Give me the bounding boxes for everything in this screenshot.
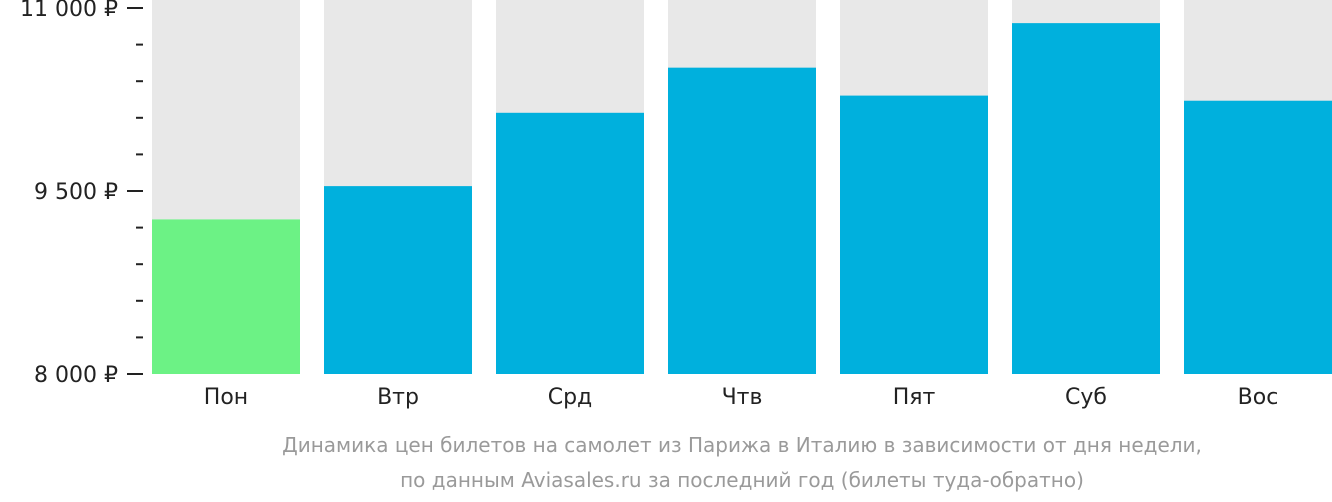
y-tick-label: 9 500 ₽ — [34, 180, 118, 205]
bar-1 — [152, 219, 300, 374]
x-tick-label: Пят — [893, 385, 936, 410]
bar-7 — [1184, 100, 1332, 374]
x-tick-label: Срд — [548, 385, 593, 410]
chart-caption-line-1: Динамика цен билетов на самолет из Париж… — [282, 433, 1202, 457]
bar-2 — [324, 186, 472, 374]
x-tick-label: Чтв — [722, 385, 763, 410]
bars — [152, 23, 1332, 375]
x-axis: Пон Втр Срд Чтв Пят Суб Вос — [204, 385, 1279, 410]
y-axis: 11 000 ₽ 9 500 ₽ 8 000 ₽ — [20, 0, 143, 388]
price-by-weekday-chart: 11 000 ₽ 9 500 ₽ 8 000 ₽ Пон Втр Срд Чтв Пят Су… — [20, 0, 1332, 410]
x-tick-label: Вос — [1238, 385, 1279, 410]
x-tick-label: Суб — [1065, 385, 1107, 410]
chart-caption-line-2: по данным Aviasales.ru за последний год … — [400, 468, 1084, 492]
bar-4 — [668, 67, 816, 375]
y-tick-label: 8 000 ₽ — [34, 363, 118, 388]
bar-5 — [840, 95, 988, 374]
x-tick-label: Втр — [377, 385, 419, 410]
bar-3 — [496, 112, 644, 374]
y-tick-label: 11 000 ₽ — [20, 0, 118, 22]
bar-6 — [1012, 23, 1160, 375]
x-tick-label: Пон — [204, 385, 248, 410]
